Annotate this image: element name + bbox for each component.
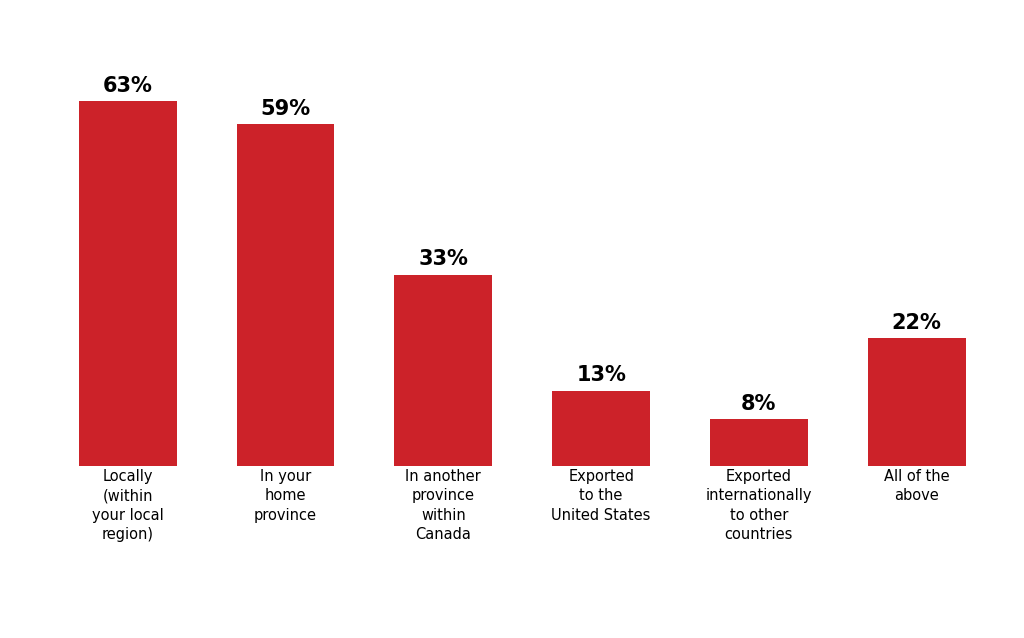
Text: 22%: 22% xyxy=(892,313,942,332)
Bar xyxy=(552,390,650,466)
Text: 8%: 8% xyxy=(741,394,776,413)
Text: Exported
internationally
to other
countries: Exported internationally to other countr… xyxy=(706,469,812,542)
Text: All of the
above: All of the above xyxy=(884,469,949,503)
Text: 13%: 13% xyxy=(577,365,626,385)
Text: Exported
to the
United States: Exported to the United States xyxy=(552,469,651,523)
Bar xyxy=(867,339,966,466)
Text: Locally
(within
your local
region): Locally (within your local region) xyxy=(92,469,164,542)
Bar xyxy=(79,101,177,466)
Text: 63%: 63% xyxy=(102,75,153,96)
Text: 59%: 59% xyxy=(260,99,310,119)
Text: In another
province
within
Canada: In another province within Canada xyxy=(406,469,481,542)
Bar xyxy=(394,275,493,466)
Bar xyxy=(710,419,808,466)
Text: In your
home
province: In your home province xyxy=(254,469,317,523)
Text: 33%: 33% xyxy=(419,249,468,269)
Bar xyxy=(237,124,335,466)
